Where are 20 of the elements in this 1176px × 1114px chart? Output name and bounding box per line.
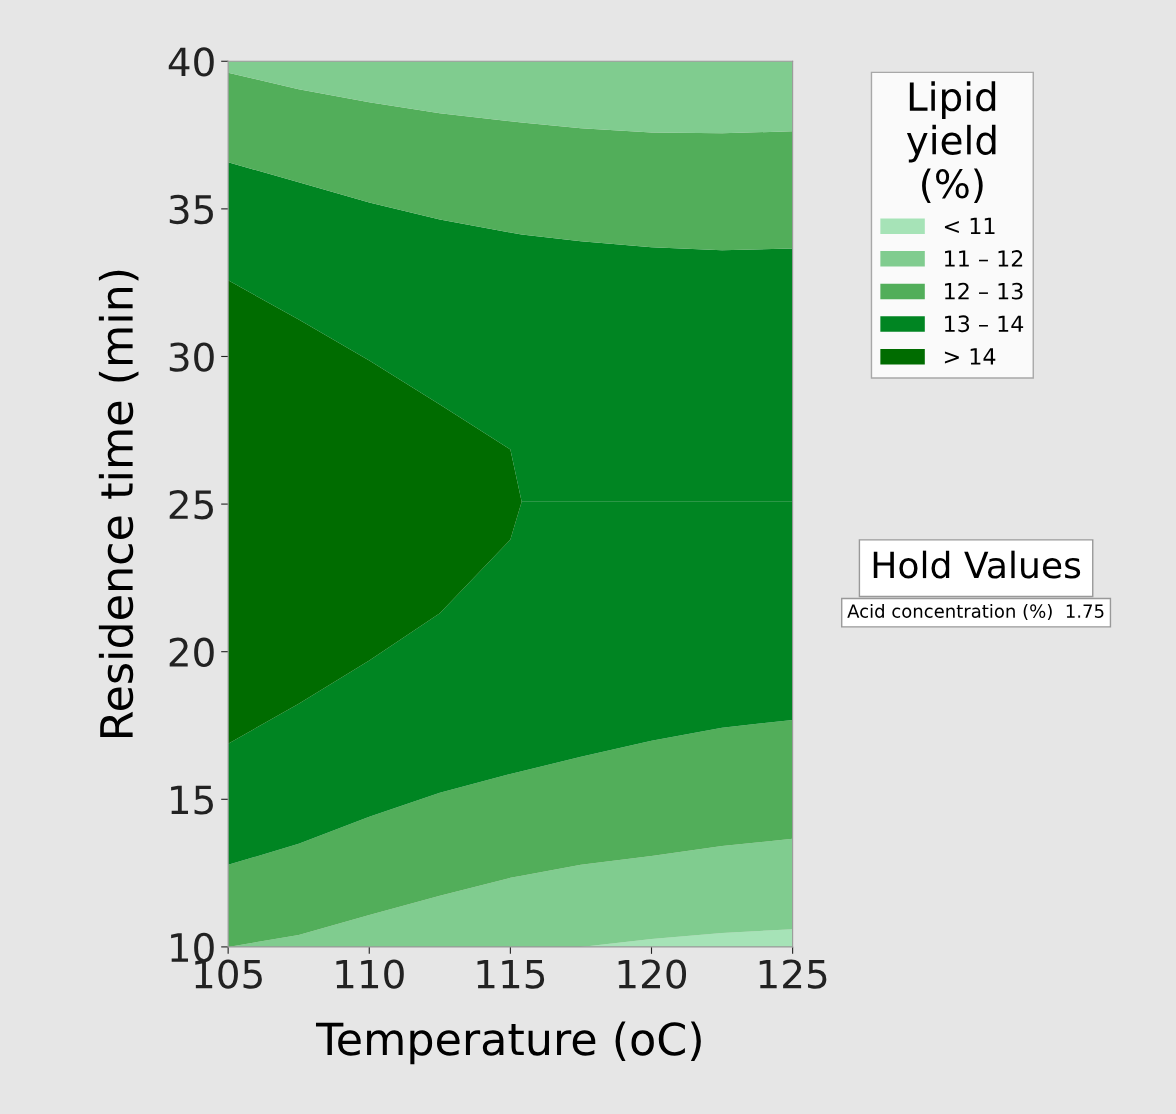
y-tick-label: 20 xyxy=(169,637,214,668)
y-axis-title: Residence time (min) xyxy=(98,270,139,737)
y-tick-label: 35 xyxy=(169,194,213,225)
x-tick-label: 115 xyxy=(477,959,545,989)
x-tick-label: 125 xyxy=(759,959,827,989)
legend-label: 13 – 14 xyxy=(945,315,1024,333)
x-axis-title: Temperature (oC) xyxy=(315,1021,701,1065)
legend-label: > 14 xyxy=(944,348,996,365)
x-tick-label: 120 xyxy=(618,959,687,989)
legend-label: 11 – 12 xyxy=(945,250,1023,267)
y-tick-label: 15 xyxy=(171,785,213,815)
legend-label: 12 – 13 xyxy=(945,282,1023,300)
legend-label: < 11 xyxy=(944,217,995,234)
y-tick-label: 30 xyxy=(169,342,214,372)
text: Acid concentration (%) 1.75 xyxy=(847,603,1104,621)
text: Hold Values xyxy=(873,550,1081,579)
y-tick-label: 25 xyxy=(169,490,213,520)
y-tick-label: 40 xyxy=(168,47,214,77)
legend-title: Lipid yield (%) xyxy=(906,81,996,204)
x-tick-label: 110 xyxy=(336,959,404,989)
